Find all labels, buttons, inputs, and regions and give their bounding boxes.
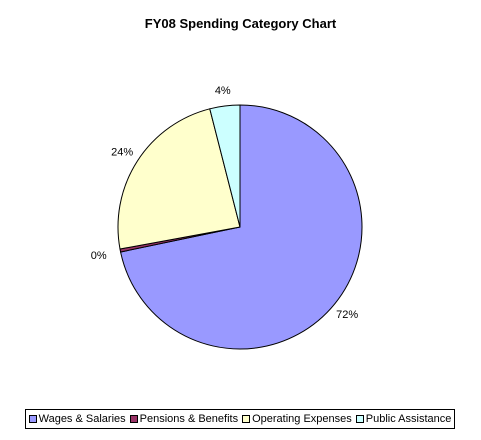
legend-swatch xyxy=(355,415,364,423)
legend-item: Pensions & Benefits xyxy=(129,413,239,425)
legend-swatch xyxy=(129,415,138,423)
legend-label: Public Assistance xyxy=(365,413,452,425)
legend-swatch xyxy=(28,415,37,423)
legend-item: Wages & Salaries xyxy=(28,413,126,425)
slice-label-wages-salaries: 72% xyxy=(336,309,358,321)
legend-swatch xyxy=(242,415,251,423)
pie-slice-public-assistance xyxy=(209,104,241,228)
slice-label-public-assistance: 4% xyxy=(215,85,231,97)
legend-item: Operating Expenses xyxy=(242,413,352,425)
pie-slices xyxy=(117,104,363,350)
pie-slice-operating-expenses xyxy=(117,108,241,250)
legend-label: Wages & Salaries xyxy=(38,413,126,425)
chart-legend: Wages & Salaries Pensions & Benefits Opera… xyxy=(25,409,455,429)
slice-label-pensions-benefits: 0% xyxy=(91,250,107,262)
legend-label: Pensions & Benefits xyxy=(139,413,239,425)
pie-labels: 72% 0% 24% 4% xyxy=(91,85,359,321)
chart-title: FY08 Spending Category Chart xyxy=(144,16,337,31)
slice-label-operating-expenses: 24% xyxy=(111,147,133,159)
legend-item: Public Assistance xyxy=(355,413,452,425)
legend-label: Operating Expenses xyxy=(252,413,352,425)
pie-slice-wages-salaries xyxy=(119,104,363,350)
